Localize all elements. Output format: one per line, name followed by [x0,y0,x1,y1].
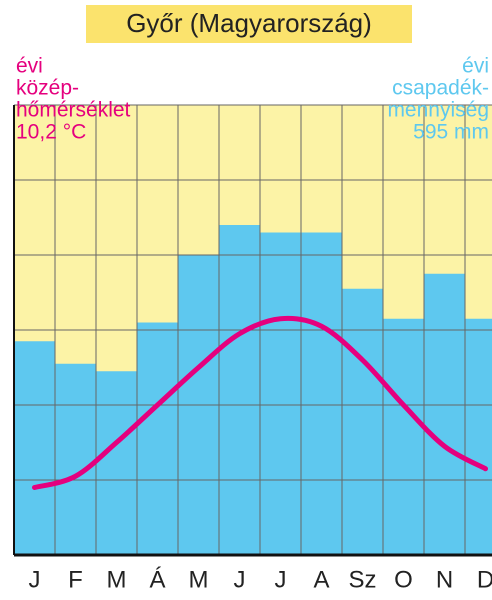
precipitation-label: mennyiség [387,99,489,122]
precipitation-label: 595 mm [413,121,489,144]
precipitation-bar [137,322,178,555]
precipitation-bar [219,225,260,555]
x-tick-label: D [477,566,492,593]
temperature-label: hőmérséklet [16,99,131,122]
precipitation-bar [383,318,424,555]
x-tick-label: F [68,566,83,593]
x-tick-label: O [394,566,413,593]
plot [14,104,492,555]
precipitation-bar [465,318,492,555]
x-tick-label: J [234,566,246,593]
x-tick-label: J [275,566,287,593]
temperature-label: 10,2 °C [16,121,86,144]
x-tick-label: M [107,566,127,593]
x-tick-label: J [29,566,41,593]
precipitation-bar [342,288,383,555]
precipitation-bar [424,273,465,555]
precipitation-label: csapadék- [392,77,489,100]
temperature-label: közép- [16,77,79,100]
x-tick-label: Sz [348,566,376,593]
x-tick-label: M [189,566,209,593]
precipitation-bar [260,232,301,555]
chart-title: Győr (Magyarország) [126,8,372,38]
temperature-line [32,315,488,490]
temperature-label: évi [16,55,43,78]
x-tick-label: N [436,566,453,593]
title-box [86,5,412,43]
precipitation-bar [14,341,55,555]
precipitation-bar [301,232,342,555]
precipitation-bar [55,363,96,555]
x-tick-label: A [313,566,329,593]
precipitation-bar [96,371,137,555]
precipitation-label: évi [462,55,489,78]
x-tick-label: Á [149,566,165,593]
